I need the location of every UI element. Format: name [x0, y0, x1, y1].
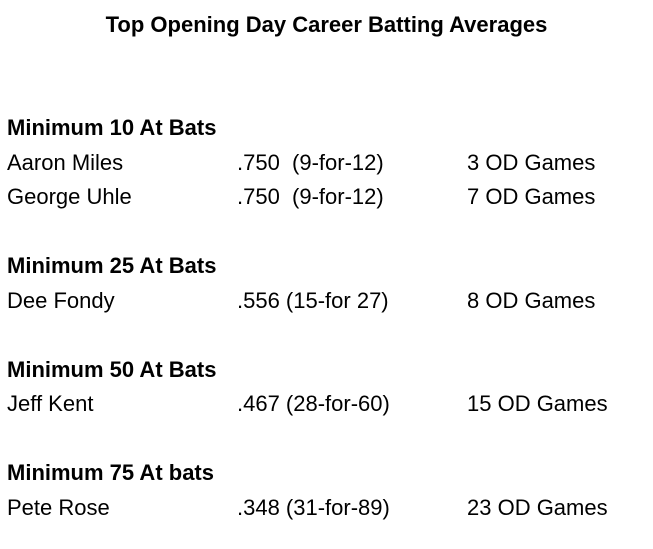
section-heading: Minimum 25 At Bats — [7, 253, 217, 278]
player-name: Aaron Miles — [7, 149, 124, 175]
games: 23 OD Games — [467, 494, 608, 520]
batting-average: .556 (15-for 27) — [237, 287, 389, 313]
batting-average: .348 (31-for-89) — [237, 494, 390, 520]
games: 8 OD Games — [467, 287, 596, 313]
title: Top Opening Day Career Batting Averages — [105, 12, 548, 37]
player-name: Dee Fondy — [7, 287, 115, 313]
player-name: George Uhle — [7, 184, 132, 209]
games: 15 OD Games — [467, 391, 608, 416]
player-name: Pete Rose — [7, 494, 110, 520]
batting-average: .467 (28-for-60) — [237, 391, 390, 416]
section-heading: Minimum 10 At Bats — [7, 115, 217, 140]
section-heading: Minimum 75 At bats — [7, 460, 214, 485]
player-name: Jeff Kent — [7, 391, 94, 416]
games: 3 OD Games — [467, 149, 596, 175]
games: 7 OD Games — [467, 184, 596, 209]
batting-average: .750 (9-for-12) — [237, 184, 384, 209]
batting-average: .750 (9-for-12) — [237, 149, 384, 175]
section-heading: Minimum 50 At Bats — [7, 356, 217, 382]
